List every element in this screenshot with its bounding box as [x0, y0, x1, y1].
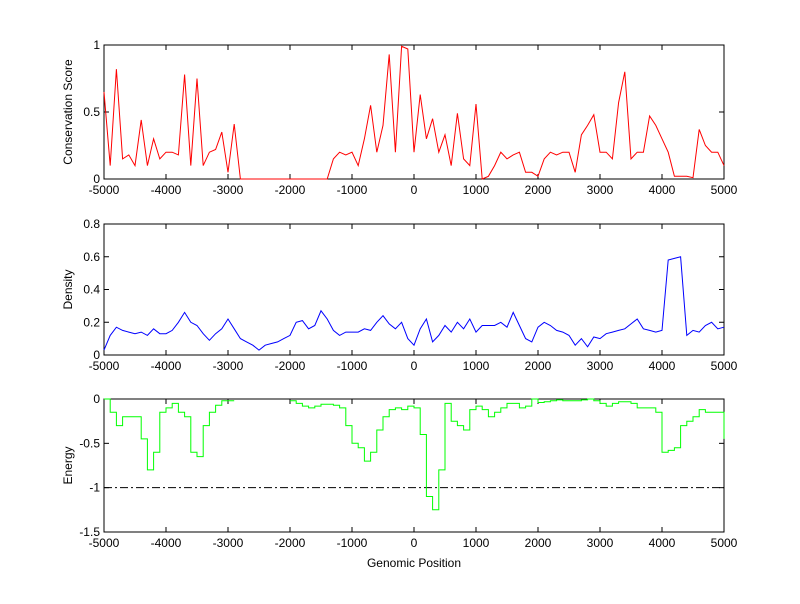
x-tick-label: 2000 [525, 359, 552, 373]
y-axis-label: Density [61, 269, 75, 309]
x-tick-label: 3000 [587, 183, 614, 197]
y-tick-label: 0 [93, 348, 100, 362]
y-tick-label: 0.6 [83, 250, 100, 264]
x-tick-label: 1000 [463, 536, 490, 550]
series-line-conservation-score [103, 45, 725, 180]
x-tick-label: -4000 [151, 536, 182, 550]
x-tick-label: -3000 [213, 359, 244, 373]
y-axis-label: Energy [61, 446, 75, 484]
series-line-density [103, 256, 725, 351]
x-tick-label: -1000 [337, 536, 368, 550]
x-tick-label: -5000 [89, 536, 120, 550]
x-tick-label: 4000 [649, 359, 676, 373]
x-tick-label: 1000 [463, 183, 490, 197]
x-tick-label: -3000 [213, 536, 244, 550]
series-line-energy [290, 398, 725, 511]
x-tick-label: 0 [411, 183, 418, 197]
y-tick-label: -1.5 [79, 525, 100, 539]
x-tick-label: 2000 [525, 536, 552, 550]
x-tick-label: 4000 [649, 536, 676, 550]
x-tick-label: -1000 [337, 183, 368, 197]
x-tick-label: 3000 [587, 359, 614, 373]
x-tick-label: 3000 [587, 536, 614, 550]
y-tick-label: 0 [93, 392, 100, 406]
x-tick-label: -4000 [151, 359, 182, 373]
y-tick-label: -1 [89, 481, 100, 495]
x-tick-label: 5000 [711, 359, 738, 373]
x-tick-label: 5000 [711, 536, 738, 550]
x-axis-label: Genomic Position [367, 556, 461, 570]
x-tick-label: 4000 [649, 183, 676, 197]
subplot-1: -5000 -4000 -3000 -2000 -1000 0 1000 2000 3000 40… [61, 38, 738, 197]
y-tick-label: 0.5 [83, 105, 100, 119]
y-tick-label: 1 [93, 38, 100, 52]
subplot-3: -5000 -4000 -3000 -2000 -1000 0 1000 2000 3000 40… [61, 392, 738, 570]
x-tick-label: -5000 [89, 183, 120, 197]
x-tick-label: -5000 [89, 359, 120, 373]
axes-box [103, 398, 725, 533]
y-tick-label: 0.4 [83, 283, 100, 297]
y-axis-label: Conservation Score [61, 59, 75, 165]
y-tick-label: -0.5 [79, 436, 100, 450]
x-tick-label: 5000 [711, 183, 738, 197]
x-tick-label: 0 [411, 536, 418, 550]
subplot-2: -5000 -4000 -3000 -2000 -1000 0 1000 2000 3000 40… [61, 217, 738, 373]
x-tick-label: -4000 [151, 183, 182, 197]
x-tick-label: -3000 [213, 183, 244, 197]
series-line-energy [104, 398, 235, 471]
x-tick-label: 2000 [525, 183, 552, 197]
x-tick-label: -2000 [275, 183, 306, 197]
y-tick-label: 0.8 [83, 217, 100, 231]
x-tick-label: 0 [411, 359, 418, 373]
y-tick-label: 0 [93, 172, 100, 186]
x-tick-label: -2000 [275, 359, 306, 373]
x-tick-label: 1000 [463, 359, 490, 373]
axes-box [103, 223, 725, 356]
x-tick-label: -1000 [337, 359, 368, 373]
x-tick-label: -2000 [275, 536, 306, 550]
y-tick-label: 0.2 [83, 315, 100, 329]
